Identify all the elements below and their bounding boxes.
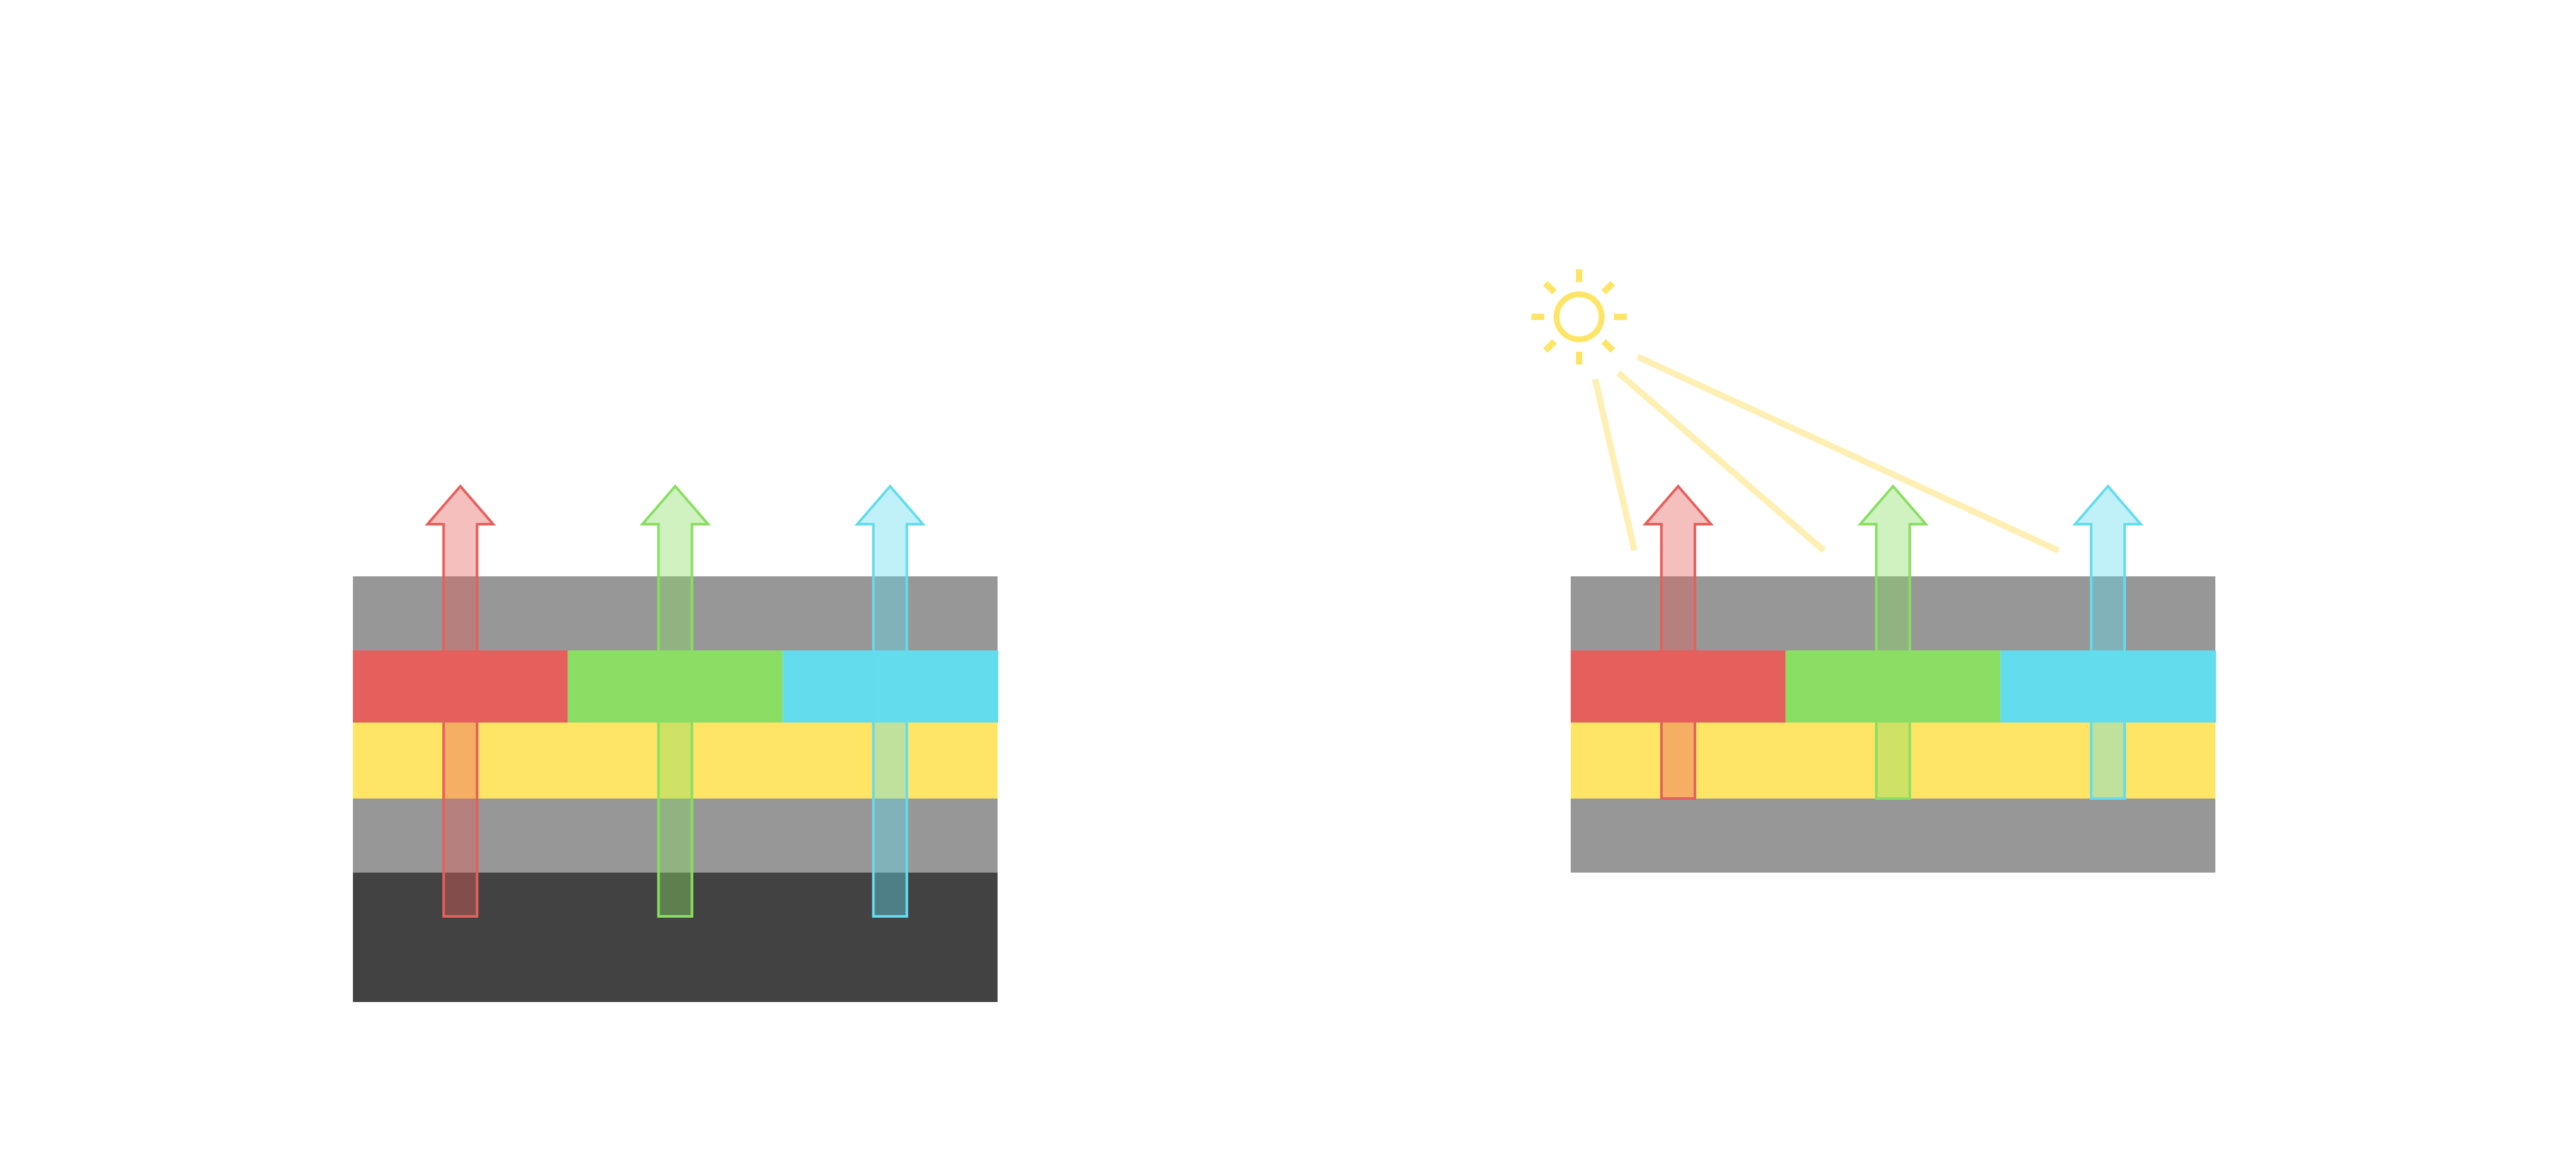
- red-filter: [1571, 650, 1786, 723]
- cyan-filter: [2000, 650, 2216, 723]
- red-filter: [353, 650, 568, 723]
- red-arrow-up-icon: [424, 484, 497, 918]
- green-filter: [1785, 650, 2001, 723]
- cyan-arrow-up-icon: [2072, 484, 2144, 800]
- green-arrow-up-icon: [1857, 484, 1929, 800]
- sunlight-beam: [1592, 378, 1638, 552]
- sun-ray: [1601, 281, 1615, 295]
- top-gray-layer: [1571, 576, 2215, 650]
- sun-ray: [1601, 339, 1615, 353]
- green-arrow-up-icon: [639, 484, 711, 918]
- bottom-gray-layer: [1571, 799, 2215, 873]
- top-gray-layer: [353, 576, 998, 650]
- sun-ray: [1543, 281, 1557, 295]
- bottom-gray-layer: [353, 799, 998, 873]
- sunlight-beam: [1616, 370, 1826, 553]
- yellow-layer: [353, 723, 998, 799]
- red-arrow-up-icon: [1642, 484, 1714, 800]
- cyan-filter: [782, 650, 998, 723]
- left-layer-stack: [353, 484, 998, 1002]
- sun-icon: [1531, 269, 2060, 554]
- sun-ray: [1543, 339, 1557, 353]
- right-layer-stack: [1571, 484, 2216, 873]
- yellow-layer: [1571, 723, 2215, 799]
- green-filter: [567, 650, 783, 723]
- sunlight-beam: [1636, 354, 2060, 554]
- dark-base-layer: [353, 873, 998, 1002]
- sun-disc: [1553, 291, 1605, 343]
- cyan-arrow-up-icon: [854, 484, 926, 918]
